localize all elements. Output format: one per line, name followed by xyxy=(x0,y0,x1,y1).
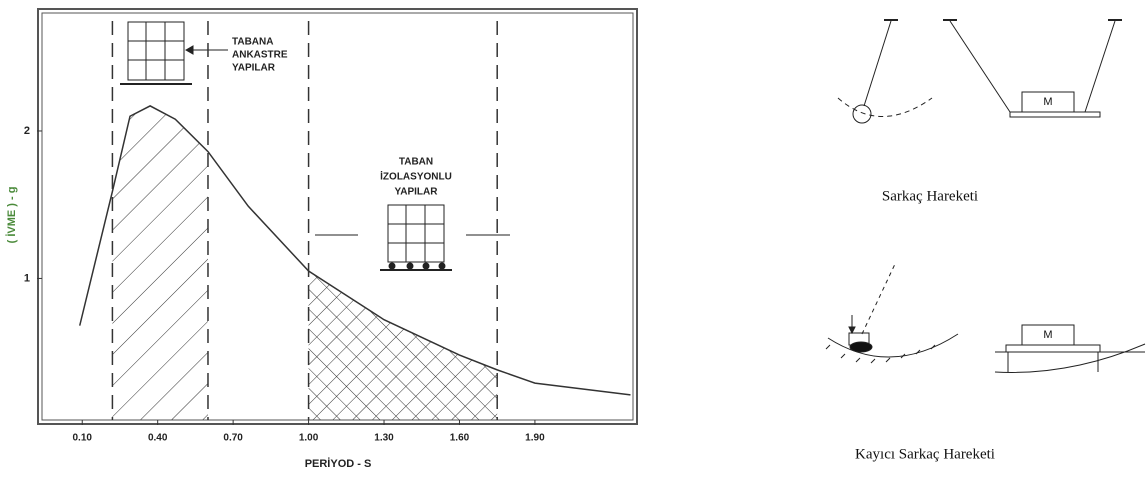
annotation-line: TABAN xyxy=(399,157,433,168)
x-tick-label: 1.00 xyxy=(299,433,319,444)
x-tick-label: 1.30 xyxy=(374,433,394,444)
isolated-building-icon xyxy=(315,205,510,270)
annotation-line: TABANA xyxy=(232,37,273,48)
pendulum-illustration xyxy=(838,20,1122,123)
annotation-line: İZOLASYONLU xyxy=(380,170,452,183)
mass-label: M xyxy=(1043,96,1052,108)
sliding-pendulum-illustration xyxy=(826,264,1145,372)
x-tick-label: 0.70 xyxy=(223,433,243,444)
page: TABANA ANKASTRE YAPILAR TABAN İZOLASYONL… xyxy=(0,0,1147,476)
x-axis-label: PERİYOD - S xyxy=(305,457,372,470)
x-tick-label: 0.10 xyxy=(73,433,93,444)
caption: Sarkaç Hareketi xyxy=(882,188,978,204)
x-tick-label: 1.90 xyxy=(525,433,545,444)
annotation-line: YAPILAR xyxy=(395,187,439,198)
x-tick-label: 1.60 xyxy=(450,433,470,444)
y-tick-label: 1 xyxy=(24,272,30,284)
annotation-line: YAPILAR xyxy=(232,63,276,74)
y-axis-label: ( İVME ) - g xyxy=(5,187,18,244)
y-tick-label: 2 xyxy=(24,125,30,137)
hatched-band xyxy=(112,13,208,420)
annotation-line: ANKASTRE xyxy=(232,50,288,61)
x-tick-label: 0.40 xyxy=(148,433,168,444)
chart: TABANA ANKASTRE YAPILAR TABAN İZOLASYONL… xyxy=(5,9,637,470)
caption: Kayıcı Sarkaç Hareketi xyxy=(855,446,995,462)
mass-label: M xyxy=(1043,329,1052,341)
fixed-building-icon xyxy=(120,22,228,84)
